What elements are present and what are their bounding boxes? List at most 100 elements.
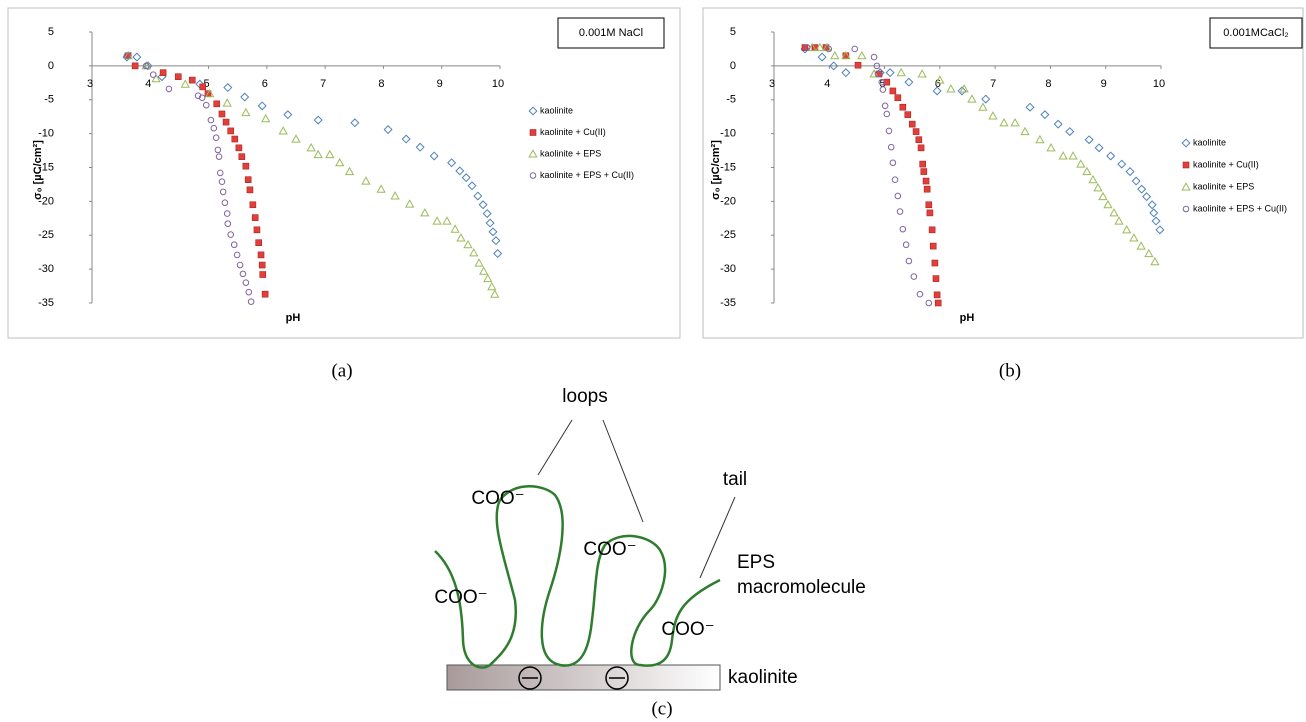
chart: 5 0 -5 -10 -15 -20 -25 -30 -35 3 4 5 6 7 8 9 10 pH σ₀ [µC/… [7,7,681,381]
marker-diamond [132,52,142,62]
marker-triangle [1103,199,1113,209]
marker-circle [216,169,224,177]
marker-triangle [935,75,945,84]
marker-circle [233,251,241,259]
marker-circle [202,101,210,109]
marker-circle [198,94,206,102]
marker-triangle [456,233,466,242]
marker-square [251,214,259,221]
marker-diamond [1181,138,1191,148]
marker-triangle [278,126,288,135]
chart: 5 0 -5 -10 -15 -20 -25 -30 -35 3 4 5 6 7 8 9 10 pH σ₀ [µC/… [702,7,1304,381]
marker-triangle [822,42,832,52]
kaolinite-surface [446,664,721,691]
marker-circle [874,70,882,78]
y-tick-label: -25 [38,229,54,241]
marker-triangle [180,79,190,88]
marker-diamond [223,83,233,93]
marker-circle [889,159,897,167]
marker-triangle [830,50,840,60]
diagram: loops tail COO⁻ COO⁻ COO⁻ COO⁻ EPS macro… [434,386,866,719]
marker-square [917,144,925,152]
marker-square [854,61,862,69]
marker-triangle [988,111,998,120]
legend-label: kaolinite + EPS + Cu(II) [540,170,634,180]
marker-diamond [493,249,503,259]
marker-square [932,275,940,282]
marker-diamond [1151,216,1161,226]
marker-triangle [335,157,345,167]
marker-circle [885,127,893,135]
marker-circle [242,279,250,286]
marker-diamond [1117,159,1127,169]
marker-square [925,201,933,209]
marker-triangle [1144,248,1154,258]
y-tick-label: -25 [720,229,736,241]
x-tick-label: 6 [262,78,268,90]
marker-circle [825,45,833,53]
panel-label: (c) [651,698,672,719]
marker-circle [221,199,229,207]
x-axis-label: pH [286,312,301,324]
marker-triangle [978,102,988,111]
marker-triangle [959,84,969,93]
y-tick-label: -10 [38,128,54,140]
marker-diamond [1125,167,1135,177]
x-tick-label: 3 [769,78,775,90]
marker-diamond [829,61,839,71]
y-tick-label: -15 [38,161,54,173]
marker-circle [207,116,215,124]
marker-circle [123,52,131,60]
marker-square [235,144,243,152]
macromolecule-label: macromolecule [737,577,866,598]
marker-diamond [313,115,323,125]
x-tick-label: 10 [492,78,504,90]
marker-circle [230,241,238,249]
y-axis-label: σ₀ [µC/cm²] [32,140,44,200]
y-tick-label: -35 [720,297,736,309]
marker-square [912,128,920,135]
x-tick-label: 10 [1153,78,1165,90]
marker-circle [194,92,202,99]
marker-triangle [967,94,977,103]
marker-circle [910,273,918,280]
legend-label: kaolinite [540,105,573,115]
marker-square [244,176,252,183]
marker-triangle [261,113,271,123]
marker-diamond [350,118,360,128]
marker-triangle [474,258,484,267]
marker-triangle [946,84,956,93]
marker-circle [925,299,933,307]
negative-charge [518,666,542,690]
marker-triangle [917,69,927,78]
marker-circle [891,176,899,183]
marker-circle [879,86,887,93]
marker-circle [142,62,150,70]
marker-triangle [376,184,386,193]
marker-diamond [817,52,827,62]
marker-diamond [1025,102,1035,112]
eps-label: EPS [737,552,775,573]
marker-triangle [528,149,538,158]
marker-square [259,271,267,278]
annotation-box [1209,17,1303,49]
marker-circle [165,85,173,93]
x-tick-label: 7 [320,78,326,90]
marker-circle [916,290,924,298]
tail-label: tail [723,469,747,490]
marker-triangle [1076,159,1086,168]
legend-label: kaolinite + Cu(II) [540,127,606,137]
y-tick-label: -5 [726,94,736,106]
pointer-line [537,419,573,476]
marker-circle [870,53,878,61]
marker-square [253,226,261,234]
y-tick-label: -30 [38,263,54,275]
marker-diamond [1155,225,1165,235]
marker-square [174,73,182,81]
y-tick-label: 5 [730,26,736,38]
chart-frame [702,7,1304,339]
annotation: 0.001MCaCl₂ [1223,27,1288,39]
marker-circle [851,45,859,53]
marker-circle [878,78,886,86]
marker-circle [214,146,222,154]
